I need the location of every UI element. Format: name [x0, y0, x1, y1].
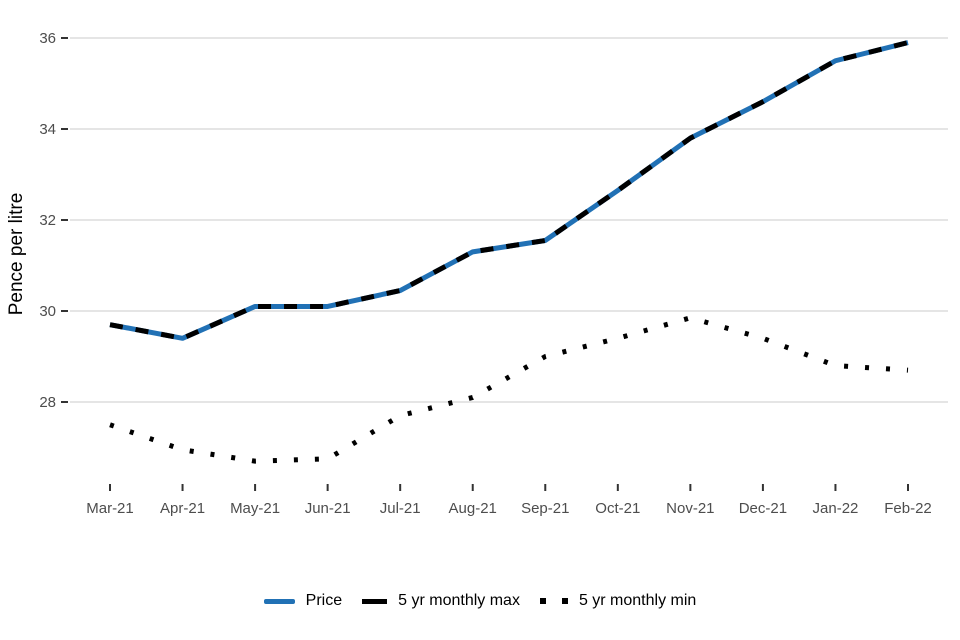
- series-line-2: [109, 315, 909, 464]
- y-tick-label: 34: [39, 121, 56, 138]
- legend: Price 5 yr monthly max 5 yr monthly min: [0, 584, 960, 618]
- x-tick-label: Aug-21: [449, 500, 497, 517]
- x-tick-label: Jun-21: [305, 500, 351, 517]
- legend-item-max: 5 yr monthly max: [362, 592, 520, 610]
- legend-item-min: 5 yr monthly min: [539, 592, 697, 610]
- y-tick-label: 28: [39, 394, 56, 411]
- x-tick-label: Mar-21: [86, 500, 134, 517]
- series-line-1: [109, 40, 909, 341]
- min-line-swatch: [539, 598, 568, 604]
- price-line-swatch: [263, 598, 295, 604]
- series-line-0: [109, 40, 909, 341]
- x-tick-label: Apr-21: [160, 500, 205, 517]
- legend-item-price: Price: [263, 592, 343, 610]
- x-tick-label: May-21: [230, 500, 280, 517]
- x-tick-label: Dec-21: [739, 500, 787, 517]
- max-line-swatch: [362, 598, 388, 604]
- y-axis-title: Pence per litre: [6, 193, 27, 316]
- y-tick-label: 32: [39, 212, 56, 229]
- x-tick-label: Jul-21: [380, 500, 421, 517]
- x-tick-label: Oct-21: [595, 500, 640, 517]
- x-tick-label: Sep-21: [521, 500, 569, 517]
- y-tick-label: 36: [39, 30, 56, 47]
- legend-label-max: 5 yr monthly max: [398, 592, 520, 609]
- y-tick-label: 30: [39, 303, 56, 320]
- x-tick-label: Nov-21: [666, 500, 714, 517]
- legend-label-min: 5 yr monthly min: [578, 592, 697, 609]
- legend-label-price: Price: [305, 592, 343, 609]
- x-tick-label: Jan-22: [813, 500, 859, 517]
- x-tick-label: Feb-22: [884, 500, 932, 517]
